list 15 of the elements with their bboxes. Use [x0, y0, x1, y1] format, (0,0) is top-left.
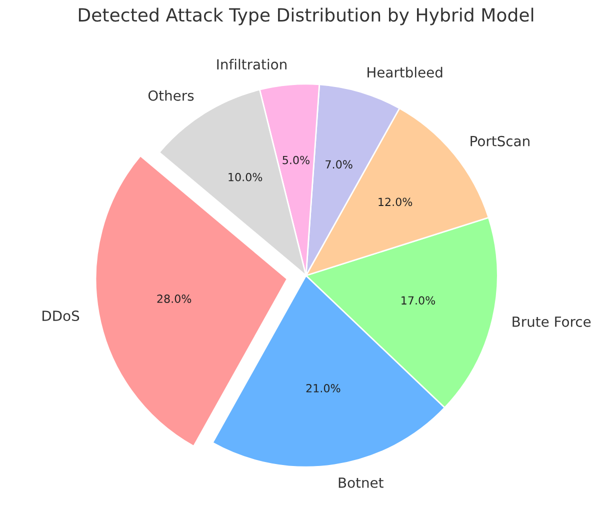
- data-label: 12.0%: [378, 198, 412, 206]
- data-label: 10.0%: [228, 172, 262, 182]
- slice-label: Infiltration: [217, 58, 286, 70]
- data-label: 7.0%: [326, 160, 352, 169]
- slice-label: PortScan: [470, 136, 530, 146]
- data-label: 17.0%: [402, 296, 436, 305]
- data-label: 28.0%: [157, 294, 192, 303]
- slice-label: DDoS: [42, 310, 80, 322]
- chart-title: Detected Attack Type Distribution by Hybrid Model: [78, 8, 534, 26]
- slice-label: Botnet: [338, 478, 384, 488]
- slice-label: Others: [148, 90, 194, 101]
- data-label: 21.0%: [306, 384, 340, 392]
- slice-label: Heartbleed: [368, 66, 442, 78]
- data-label: 5.0%: [282, 156, 310, 164]
- slice-label: Brute Force: [512, 316, 591, 327]
